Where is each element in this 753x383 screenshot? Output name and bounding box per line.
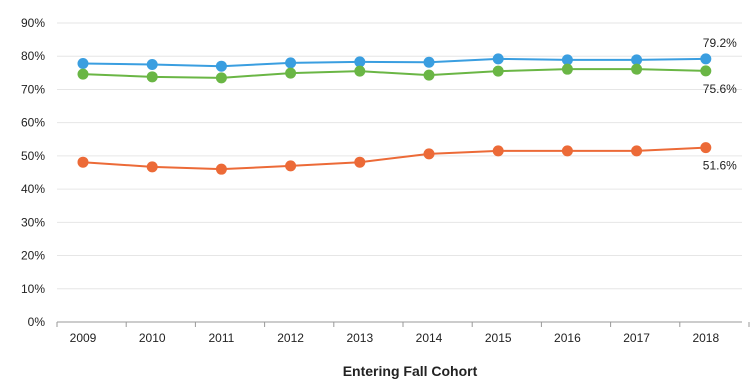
data-point bbox=[146, 161, 158, 173]
data-point bbox=[631, 63, 643, 75]
series-3: 51.6% bbox=[77, 142, 737, 175]
data-point bbox=[561, 63, 573, 75]
data-point bbox=[631, 54, 643, 66]
x-tick-label: 2017 bbox=[623, 331, 650, 345]
series-1: 79.2% bbox=[77, 36, 737, 72]
x-tick-label: 2015 bbox=[485, 331, 512, 345]
series-line bbox=[82, 57, 706, 68]
data-point bbox=[561, 54, 573, 66]
data-point bbox=[561, 145, 573, 157]
data-point bbox=[285, 57, 297, 69]
x-tick-label: 2011 bbox=[208, 331, 234, 345]
data-point bbox=[215, 163, 227, 175]
x-tick-label: 2012 bbox=[277, 331, 304, 345]
data-point bbox=[285, 160, 297, 172]
data-point bbox=[354, 156, 366, 168]
y-tick-label: 30% bbox=[21, 215, 45, 229]
data-point bbox=[77, 58, 89, 70]
x-axis-title: Entering Fall Cohort bbox=[343, 363, 478, 379]
y-tick-label: 50% bbox=[21, 149, 45, 163]
data-point bbox=[215, 72, 227, 84]
data-point bbox=[700, 142, 712, 154]
data-point bbox=[423, 148, 435, 160]
x-tick-label: 2010 bbox=[139, 331, 166, 345]
data-point bbox=[354, 65, 366, 77]
x-tick-label: 2018 bbox=[692, 331, 719, 345]
data-point bbox=[423, 56, 435, 68]
series-group: 79.2% 75.6% 51.6% bbox=[77, 36, 737, 175]
data-point bbox=[285, 67, 297, 79]
data-point bbox=[423, 69, 435, 81]
data-point bbox=[492, 145, 504, 157]
data-point bbox=[631, 145, 643, 157]
y-tick-label: 40% bbox=[21, 182, 45, 196]
data-point bbox=[215, 60, 227, 72]
series-line bbox=[82, 146, 706, 171]
data-point bbox=[354, 56, 366, 68]
x-tick-label: 2009 bbox=[70, 331, 97, 345]
data-point bbox=[146, 59, 158, 71]
series-2: 75.6% bbox=[77, 63, 737, 96]
data-point bbox=[700, 53, 712, 65]
y-tick-label: 90% bbox=[21, 16, 45, 30]
end-value-label: 51.6% bbox=[703, 159, 737, 173]
y-tick-label: 80% bbox=[21, 49, 45, 63]
end-value-label: 79.2% bbox=[703, 36, 737, 50]
y-tick-label: 10% bbox=[21, 282, 45, 296]
data-point bbox=[77, 68, 89, 80]
y-tick-label: 20% bbox=[21, 249, 45, 263]
y-axis: 0% 10% 20% 30% 40% 50% 60% 70% 80% 90% bbox=[21, 16, 45, 329]
data-point bbox=[77, 156, 89, 168]
x-axis: 2009 2010 2011 2012 2013 2014 2015 2016 2017 2018 bbox=[56, 321, 750, 345]
x-tick-label: 2016 bbox=[554, 331, 581, 345]
x-tick-label: 2013 bbox=[346, 331, 373, 345]
data-point bbox=[492, 53, 504, 65]
data-point bbox=[146, 71, 158, 83]
end-value-label: 75.6% bbox=[703, 82, 737, 96]
y-tick-label: 0% bbox=[28, 315, 46, 329]
data-point bbox=[492, 65, 504, 77]
series-line bbox=[82, 68, 706, 79]
y-tick-label: 60% bbox=[21, 116, 45, 130]
x-tick-label: 2014 bbox=[416, 331, 443, 345]
y-tick-label: 70% bbox=[21, 82, 45, 96]
gridlines bbox=[57, 22, 742, 290]
data-point bbox=[700, 65, 712, 77]
